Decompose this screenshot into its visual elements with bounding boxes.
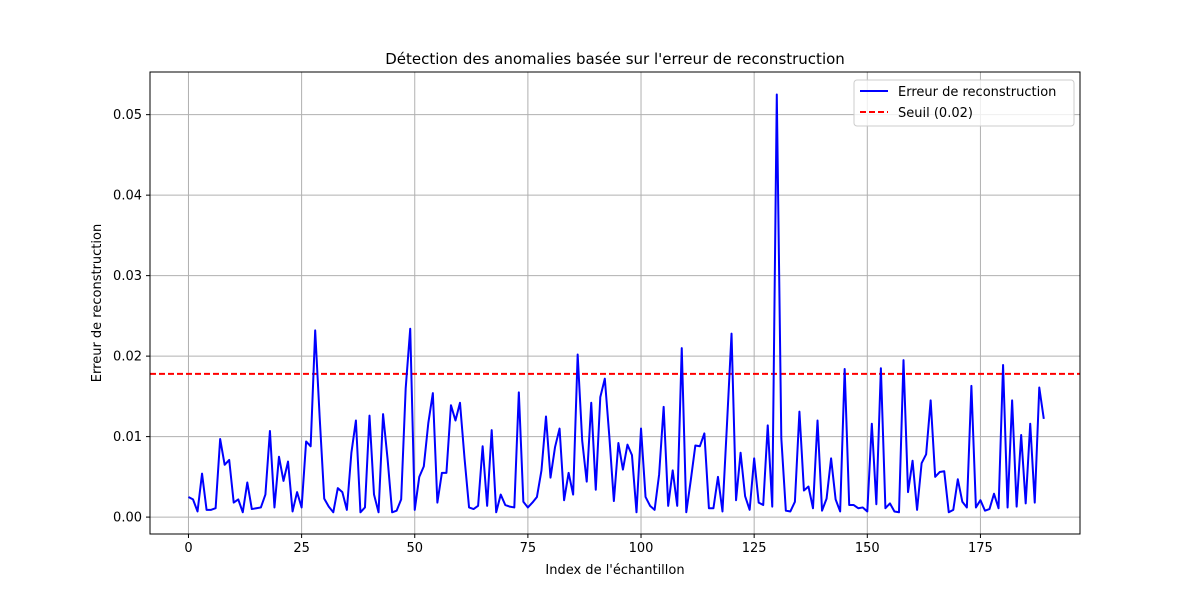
x-tick-label: 100	[629, 541, 654, 556]
y-tick-label: 0.02	[113, 350, 142, 365]
chart-title: Détection des anomalies basée sur l'erre…	[385, 50, 845, 68]
plot-frame	[149, 71, 1081, 535]
legend-box	[853, 79, 1075, 127]
x-tick-label: 125	[742, 541, 767, 556]
y-axis-ticks: 0.00 0.01 0.02 0.03 0.04 0.05	[113, 108, 150, 526]
legend: Erreur de reconstruction Seuil (0.02)	[853, 79, 1075, 127]
y-tick-label: 0.04	[113, 189, 142, 204]
y-axis-title: Erreur de reconstruction	[90, 224, 105, 382]
reconstruction-error-line	[187, 93, 1045, 514]
x-tick-label: 175	[968, 541, 993, 556]
y-tick-label: 0.00	[113, 511, 142, 526]
x-tick-label: 50	[406, 541, 423, 556]
legend-label-threshold: Seuil (0.02)	[898, 106, 973, 121]
x-tick-label: 25	[293, 541, 310, 556]
y-tick-label: 0.03	[113, 269, 142, 284]
y-tick-label: 0.05	[113, 108, 142, 123]
grid	[150, 72, 1080, 534]
series-layer	[187, 93, 1045, 514]
x-axis-ticks: 0 25 50 75 100 125 150 175	[184, 534, 993, 556]
legend-label-reconstruction: Erreur de reconstruction	[898, 85, 1056, 100]
y-tick-label: 0.01	[113, 430, 142, 445]
x-axis-title: Index de l'échantillon	[545, 563, 684, 578]
x-tick-label: 150	[855, 541, 880, 556]
x-tick-label: 75	[520, 541, 537, 556]
x-tick-label: 0	[184, 541, 192, 556]
